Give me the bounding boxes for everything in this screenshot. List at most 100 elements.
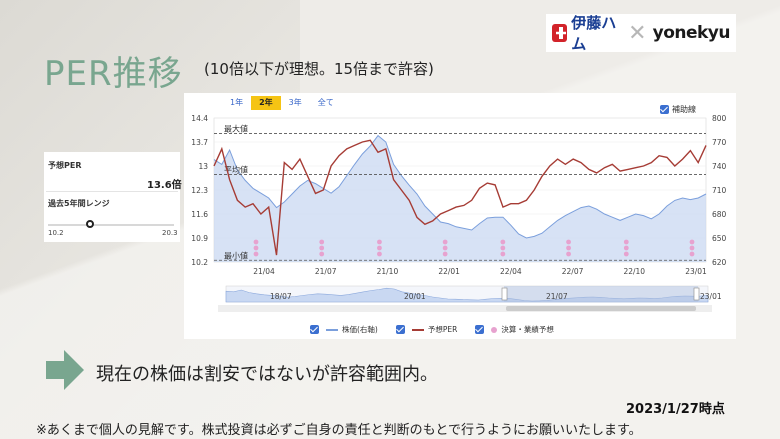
x-tick-label: 22/01 (438, 267, 460, 276)
range-marker (85, 220, 94, 228)
legend-events-label: 決算・業績予想 (501, 325, 554, 334)
event-dot-swatch (491, 326, 498, 333)
event-dot (253, 239, 259, 245)
tab-1y[interactable]: 1年 (230, 98, 244, 107)
divider (46, 191, 178, 192)
event-dot (689, 251, 695, 257)
event-dot (500, 251, 506, 257)
disclaimer: ※あくまで個人の見解です。株式投資は必ずご自身の責任と判断のもとで行うようにお願… (36, 423, 642, 438)
itoham-logo: 伊藤ハム (552, 12, 622, 54)
per-line (213, 139, 707, 256)
tab-3y[interactable]: 3年 (288, 98, 302, 107)
y-left-tick-label: 12.3 (191, 186, 208, 195)
event-dot (442, 245, 448, 251)
range-max: 20.3 (162, 229, 178, 237)
period-tabs: 1年 2年 3年 全て (222, 96, 342, 110)
x-tick-label: 22/04 (500, 267, 522, 276)
x-tick-label: 21/04 (253, 267, 275, 276)
y-right-tick-label: 710 (712, 186, 727, 195)
legend-per[interactable]: 予想PER (395, 324, 458, 335)
legend-price-label: 株価(右軸) (342, 325, 378, 334)
event-dot (500, 239, 506, 245)
y-left-tick-label: 13 (198, 162, 208, 171)
event-dot (377, 251, 382, 257)
event-dot (253, 251, 259, 257)
y-right-tick-label: 620 (712, 258, 727, 267)
checkbox-checked-icon[interactable] (310, 325, 319, 334)
navigator-tick-label: 18/07 (270, 292, 292, 301)
company-logos: 伊藤ハム ✕ yonekyu (546, 12, 736, 54)
y-right-tick-label: 650 (712, 234, 727, 243)
navigator-handle-left[interactable] (501, 287, 508, 301)
y-right-tick-label: 770 (712, 138, 727, 147)
page-subtitle: (10倍以下が理想。15倍まで許容) (204, 60, 434, 78)
event-dot (253, 245, 259, 251)
reference-label: 最小値 (224, 250, 248, 260)
itoham-logo-text: 伊藤ハム (571, 14, 617, 53)
x-tick-label: 21/07 (315, 267, 337, 276)
price-area (214, 135, 706, 262)
x-tick-label: 22/10 (623, 267, 645, 276)
as-of-date: 2023/1/27時点 (626, 402, 725, 417)
y-right-tick-label: 800 (712, 114, 727, 123)
chart-legend: 株価(右軸) 予想PER 決算・業績予想 (310, 324, 554, 335)
event-dot (566, 251, 571, 257)
navigator-handle-right[interactable] (693, 287, 700, 301)
verdict-text: 現在の株価は割安ではないが許容範囲内。 (96, 364, 438, 385)
y-left-tick-label: 14.4 (191, 114, 208, 123)
checkbox-checked-icon[interactable] (475, 325, 485, 334)
x-tick-label: 22/07 (562, 267, 584, 276)
legend-per-label: 予想PER (427, 325, 458, 334)
per-value: 13.6倍 (147, 180, 182, 191)
per-label: 予想PER (48, 161, 82, 170)
event-dot (319, 239, 325, 245)
aux-line-label: 補助線 (672, 105, 696, 114)
event-dot (689, 245, 695, 251)
tab-all[interactable]: 全て (317, 98, 334, 107)
navigator-tick-label: 23/01 (700, 292, 722, 301)
event-dot (689, 239, 695, 245)
reference-label: 最大値 (224, 123, 248, 133)
navigator-tick-label: 21/07 (546, 292, 568, 301)
event-dot (623, 251, 629, 257)
event-dot (623, 245, 629, 251)
right-arrow-icon (46, 350, 84, 390)
event-dot (377, 239, 382, 245)
navigator-selection[interactable] (504, 286, 698, 302)
range-track (48, 224, 174, 226)
event-dot (377, 245, 382, 251)
y-right-tick-label: 680 (712, 210, 727, 219)
y-left-tick-label: 13.7 (191, 138, 208, 147)
itoham-mark-icon (552, 24, 568, 42)
legend-price[interactable]: 株価(右軸) (310, 324, 378, 335)
x-tick-label: 21/10 (377, 267, 399, 276)
scrollbar-track[interactable] (218, 305, 712, 312)
reference-label: 平均値 (224, 165, 248, 175)
legend-events[interactable]: 決算・業績予想 (475, 324, 554, 335)
per-summary-panel (44, 152, 180, 242)
x-tick-label: 23/01 (685, 267, 707, 276)
event-dot (319, 245, 325, 251)
navigator-area (225, 287, 709, 303)
price-line (213, 134, 707, 239)
tab-2y[interactable]: 2年 (251, 96, 281, 110)
event-dot (566, 245, 571, 251)
y-left-tick-label: 10.2 (191, 258, 208, 267)
range-min: 10.2 (48, 229, 64, 237)
checkbox-checked-icon[interactable] (395, 325, 405, 334)
event-dot (623, 239, 629, 245)
event-dot (566, 239, 571, 245)
event-dot (319, 251, 325, 257)
price-line-swatch (326, 328, 338, 331)
event-dot (442, 239, 448, 245)
y-left-tick-label: 11.6 (191, 210, 208, 219)
event-dot (500, 245, 506, 251)
navigator-tick-label: 20/01 (404, 292, 426, 301)
page-title: PER推移 (44, 54, 183, 94)
y-right-tick-label: 740 (712, 162, 727, 171)
checkbox-checked-icon[interactable] (660, 105, 669, 114)
aux-line-toggle[interactable]: 補助線 (660, 104, 696, 115)
event-dot (442, 251, 448, 257)
scrollbar-thumb[interactable] (506, 306, 696, 311)
